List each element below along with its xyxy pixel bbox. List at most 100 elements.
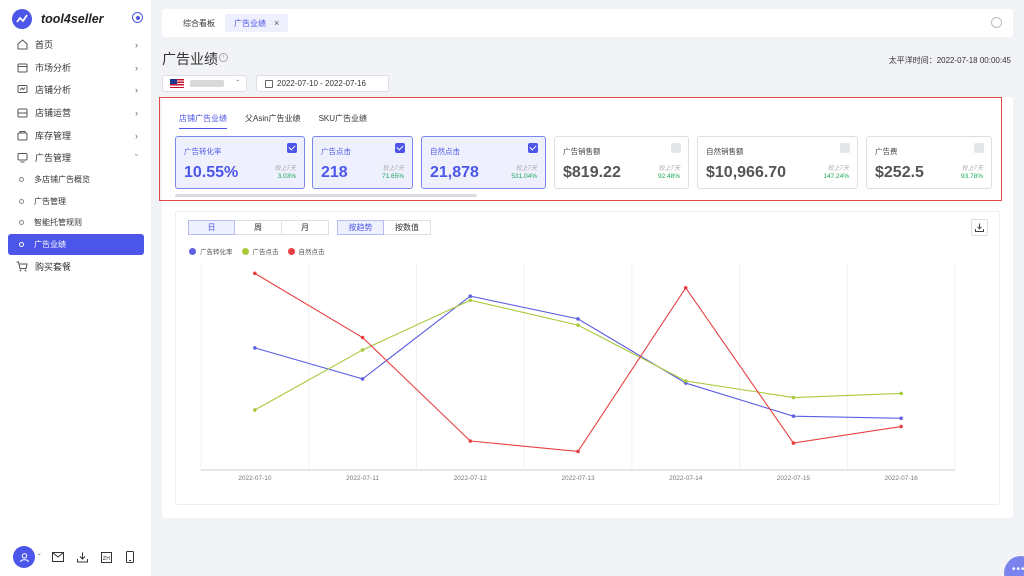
checkbox-unchecked-icon[interactable] <box>671 143 681 153</box>
metric-label: 自然点击 <box>430 147 460 156</box>
logo-mark-icon <box>12 9 32 29</box>
page-title: 广告业绩 <box>162 51 218 67</box>
metric-label: 广告转化率 <box>184 147 222 156</box>
metric-value: 10.55% <box>184 164 239 181</box>
download-chart-button[interactable] <box>971 219 988 236</box>
checkbox-unchecked-icon[interactable] <box>974 143 984 153</box>
store-name-redacted <box>190 80 224 87</box>
date-range-picker[interactable]: 2022-07-10 - 2022-07-16 <box>256 75 389 92</box>
horizontal-scrollbar[interactable] <box>175 194 477 197</box>
metric-value: 21,878 <box>430 164 479 181</box>
data-point <box>899 391 903 396</box>
compare-label: 较上7天 <box>274 166 296 172</box>
dot-icon <box>19 241 24 247</box>
metric-value: $10,966.70 <box>706 164 787 181</box>
tab-dashboard[interactable]: 综合看板 <box>174 14 224 32</box>
tab-label: 综合看板 <box>183 18 215 28</box>
subtab-parent-asin[interactable]: 父Asin广告业绩 <box>245 114 301 123</box>
mobile-icon[interactable] <box>124 551 137 564</box>
checkbox-checked-icon[interactable] <box>395 143 405 153</box>
sidebar-item-inventory[interactable]: 库存管理 › <box>0 124 152 147</box>
tab-ad-performance[interactable]: 广告业绩 × <box>225 14 289 32</box>
metric-card-ad-clicks[interactable]: 广告点击 218 较上7天 71.65% <box>312 136 413 189</box>
sidebar-subitem-ad-manage[interactable]: 广告管理 <box>0 191 152 213</box>
chevron-right-icon: › <box>135 62 138 73</box>
metric-card-ad-spend[interactable]: 广告费 $252.5 较上7天 93.78% <box>866 136 992 189</box>
series-line-0 <box>254 295 902 419</box>
legend-item[interactable]: 自然点击 <box>287 246 325 256</box>
metric-card-ad-conversion[interactable]: 广告转化率 10.55% 较上7天 3.03% <box>175 136 305 189</box>
legend-label: 广告转化率 <box>200 249 233 256</box>
data-point <box>253 408 257 412</box>
sidebar-subitem-ad-performance[interactable]: 广告业绩 <box>8 233 144 256</box>
period-week-button[interactable]: 周 <box>235 220 282 235</box>
checkbox-checked-icon[interactable] <box>528 143 538 153</box>
language-icon[interactable]: ZH <box>100 551 113 564</box>
logo[interactable]: tool4seller <box>12 9 104 29</box>
compare-label: 较上7天 <box>382 166 404 172</box>
subtab-store[interactable]: 店铺广告业绩 <box>179 113 227 129</box>
data-point <box>791 395 796 400</box>
chart-panel <box>175 211 1000 505</box>
subtab-sku[interactable]: SKU广告业绩 <box>318 114 368 123</box>
sidebar-item-buy[interactable]: 购买套餐 <box>0 255 152 278</box>
period-day-button[interactable]: 日 <box>188 220 235 235</box>
compare-value: 93.78% <box>960 173 983 180</box>
mode-toggle: 按趋势 按数值 <box>337 220 431 235</box>
sidebar-item-home[interactable]: 首页 › <box>0 33 152 56</box>
legend-label: 广告点击 <box>252 249 279 256</box>
calendar-icon <box>265 79 273 88</box>
performance-subtabs: 店铺广告业绩 父Asin广告业绩 SKU广告业绩 <box>179 113 385 129</box>
sidebar-item-market[interactable]: 市场分析 › <box>0 56 152 79</box>
mail-icon[interactable] <box>52 551 65 564</box>
sidebar-item-ads[interactable]: 广告管理 ˇ <box>0 146 152 169</box>
data-point <box>576 323 580 327</box>
download-icon[interactable] <box>76 551 89 564</box>
sidebar-item-label: 市场分析 <box>35 62 72 73</box>
chevron-down-icon: ˇ <box>236 79 239 88</box>
metric-card-organic-clicks[interactable]: 自然点击 21,878 较上7天 531.04% <box>421 136 546 189</box>
x-tick-label: 2022-07-10 <box>238 475 272 482</box>
chevron-down-icon[interactable]: ˇ <box>38 552 41 562</box>
sidebar-item-label: 库存管理 <box>35 130 72 141</box>
mode-trend-button[interactable]: 按趋势 <box>337 220 384 235</box>
info-icon[interactable]: i <box>219 53 228 62</box>
sidebar-item-label: 店铺分析 <box>35 85 72 96</box>
compare-value: 71.65% <box>381 173 404 180</box>
compare-value: 147.24% <box>823 173 849 180</box>
sidebar-subitem-smart-rules[interactable]: 智能托管规则 <box>0 212 152 234</box>
clock-icon[interactable] <box>991 17 1002 28</box>
compare-value: 531.04% <box>511 173 537 180</box>
monitor-icon <box>16 152 28 164</box>
more-dots-icon: ••• <box>1012 564 1024 575</box>
checkbox-checked-icon[interactable] <box>287 143 297 153</box>
sidebar-subitem-multi-store[interactable]: 多店铺广告概览 <box>0 169 152 191</box>
metric-value: 218 <box>321 164 348 181</box>
data-point <box>576 317 580 321</box>
data-point <box>683 379 688 383</box>
legend-item[interactable]: 广告点击 <box>241 246 279 256</box>
legend-item[interactable]: 广告转化率 <box>189 246 233 256</box>
download-icon <box>975 223 984 232</box>
chart-icon <box>16 84 28 96</box>
sidebar: tool4seller 首页 › 市场分析 › 店铺分析 › 店铺运营 › 库存… <box>0 0 152 576</box>
metric-card-organic-sales[interactable]: 自然销售额 $10,966.70 较上7天 147.24% <box>697 136 858 189</box>
collapse-sidebar-icon[interactable] <box>132 12 143 23</box>
sidebar-item-store-ops[interactable]: 店铺运营 › <box>0 101 152 124</box>
compare-label: 较上7天 <box>658 166 680 172</box>
legend-dot-0 <box>189 247 196 255</box>
sidebar-item-store-analysis[interactable]: 店铺分析 › <box>0 78 152 101</box>
period-month-button[interactable]: 月 <box>282 220 329 235</box>
close-icon[interactable]: × <box>274 18 280 28</box>
checkbox-unchecked-icon[interactable] <box>840 143 850 153</box>
timezone-display: 太平洋时间：2022-07-18 00:00:45 <box>888 56 1011 65</box>
mode-value-button[interactable]: 按数值 <box>384 220 431 235</box>
user-avatar-icon[interactable] <box>13 546 35 568</box>
more-options-button[interactable]: ••• <box>1004 556 1024 576</box>
sidebar-subitem-label: 广告业绩 <box>34 239 66 249</box>
data-point <box>468 298 473 303</box>
box-icon <box>16 129 28 141</box>
marketplace-select[interactable]: ˇ <box>162 75 247 92</box>
dot-icon <box>19 220 24 226</box>
metric-card-ad-sales[interactable]: 广告销售额 $819.22 较上7天 92.48% <box>554 136 689 189</box>
